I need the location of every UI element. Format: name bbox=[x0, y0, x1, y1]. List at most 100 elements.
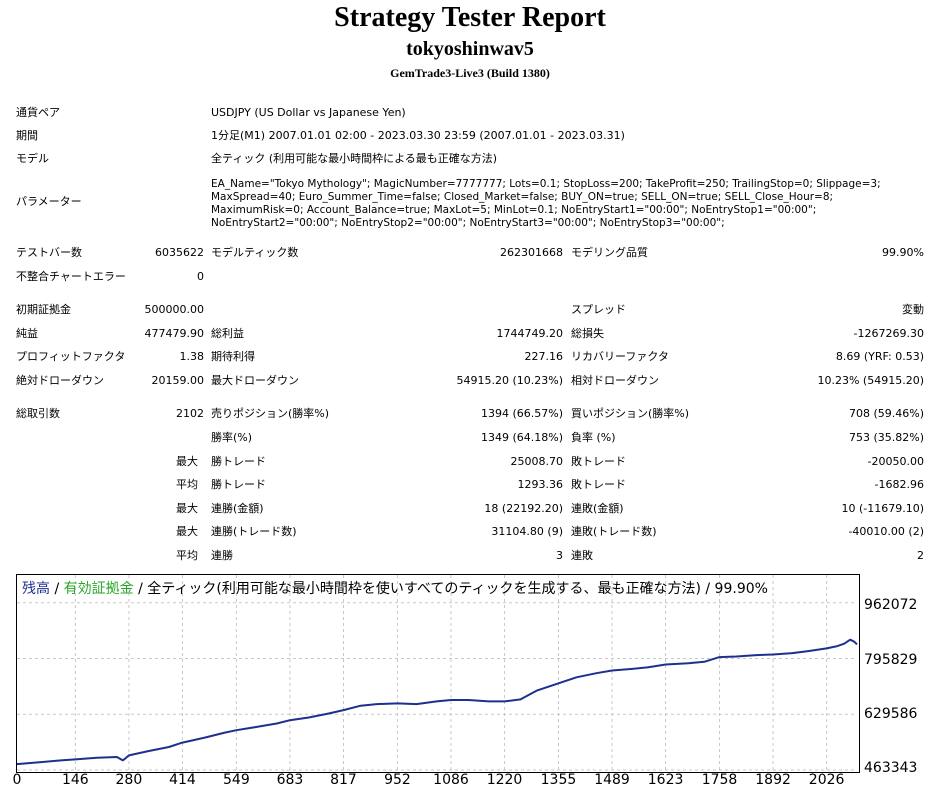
mismatch-label: 不整合チャートエラー bbox=[16, 270, 126, 283]
detail-loss-value: -20050.00 bbox=[867, 455, 924, 468]
net-profit-value: 477479.90 bbox=[144, 327, 205, 340]
x-tick-label: 1086 bbox=[433, 772, 469, 788]
detail-loss-label: 連敗(トレード数) bbox=[571, 525, 657, 538]
gross-profit-label: 総利益 bbox=[211, 327, 244, 340]
x-tick-label: 146 bbox=[61, 772, 89, 788]
profit-factor-label: プロフィットファクタ bbox=[16, 350, 126, 363]
recovery-factor-label: リカバリーファクタ bbox=[571, 350, 669, 363]
report-title: Strategy Tester Report bbox=[334, 2, 606, 33]
long-positions-value: 708 (59.46%) bbox=[848, 407, 924, 420]
legend-separator: / bbox=[50, 581, 64, 597]
model-ticks-label: モデルティック数 bbox=[211, 246, 299, 259]
max-drawdown-value: 54915.20 (10.23%) bbox=[456, 374, 563, 387]
detail-prefix: 最大 bbox=[176, 455, 198, 468]
x-tick-label: 0 bbox=[12, 772, 22, 788]
mismatch-value: 0 bbox=[197, 270, 204, 283]
detail-loss-label: 敗トレード bbox=[571, 478, 626, 491]
legend-balance: 残高 bbox=[22, 581, 50, 597]
test-bars-value: 6035622 bbox=[155, 246, 204, 259]
detail-win-value: 25008.70 bbox=[510, 455, 564, 468]
detail-loss-label: 連敗 bbox=[571, 549, 593, 562]
test-bars-label: テストバー数 bbox=[16, 246, 82, 259]
x-tick-label: 952 bbox=[384, 772, 411, 788]
params-line: MaximumRisk=0; Account_Balance=true; Max… bbox=[211, 204, 817, 216]
recovery-factor-value: 8.69 (YRF: 0.53) bbox=[835, 350, 924, 363]
report-subtitle: tokyoshinwav5 bbox=[406, 38, 534, 60]
build-info: GemTrade3-Live3 (Build 1380) bbox=[390, 66, 550, 80]
y-tick-label: 962072 bbox=[864, 597, 918, 613]
detail-win-value: 3 bbox=[556, 549, 563, 562]
profit-factor-value: 1.38 bbox=[179, 350, 205, 363]
x-tick-label: 1489 bbox=[594, 772, 630, 788]
x-tick-label: 414 bbox=[169, 772, 196, 788]
detail-win-label: 勝トレード bbox=[211, 478, 266, 491]
model-value: 全ティック (利用可能な最小時間枠による最も正確な方法) bbox=[211, 152, 498, 165]
x-tick-label: 2026 bbox=[808, 772, 845, 788]
chart-legend: 残高 / 有効証拠金 / 全ティック(利用可能な最小時間枠を使いすべてのティック… bbox=[22, 578, 768, 598]
legend-equity: 有効証拠金 bbox=[63, 581, 134, 597]
model-ticks-value: 262301668 bbox=[500, 246, 563, 259]
detail-win-label: 連勝(トレード数) bbox=[211, 525, 297, 538]
detail-prefix: 最大 bbox=[176, 525, 198, 538]
short-positions-label: 売りポジション(勝率%) bbox=[211, 407, 330, 420]
y-tick-label: 629586 bbox=[864, 706, 918, 722]
detail-win-value: 18 (22192.20) bbox=[484, 502, 563, 515]
params-label: パラメーター bbox=[16, 195, 82, 208]
y-tick-label: 795829 bbox=[864, 652, 918, 668]
detail-loss-value: -1682.96 bbox=[874, 478, 924, 491]
detail-win-value: 31104.80 (9) bbox=[491, 525, 563, 538]
x-tick-label: 549 bbox=[223, 772, 250, 788]
x-tick-label: 683 bbox=[276, 772, 304, 788]
win-rate-label: 勝率(%) bbox=[211, 431, 253, 444]
quality-value: 99.90% bbox=[882, 246, 924, 259]
loss-rate-value: 753 (35.82%) bbox=[848, 431, 924, 444]
x-tick-label: 280 bbox=[115, 772, 143, 788]
rel-drawdown-value: 10.23% (54915.20) bbox=[817, 374, 924, 387]
x-tick-label: 1355 bbox=[540, 772, 577, 788]
symbol-label: 通貨ペア bbox=[16, 106, 60, 119]
detail-prefix: 最大 bbox=[176, 502, 198, 515]
params-line: EA_Name="Tokyo Mythology"; MagicNumber=7… bbox=[211, 178, 881, 190]
short-positions-value: 1394 (66.57%) bbox=[480, 407, 563, 420]
x-tick-label: 1220 bbox=[486, 772, 523, 788]
spread-value: 変動 bbox=[902, 303, 924, 316]
period-label: 期間 bbox=[16, 129, 38, 142]
expected-payoff-label: 期待利得 bbox=[211, 350, 255, 363]
model-label: モデル bbox=[16, 152, 49, 165]
abs-drawdown-value: 20159.00 bbox=[151, 374, 205, 387]
expected-payoff-value: 227.16 bbox=[524, 350, 564, 363]
detail-win-value: 1293.36 bbox=[517, 478, 564, 491]
detail-prefix: 平均 bbox=[176, 478, 198, 491]
detail-loss-label: 敗トレード bbox=[571, 455, 626, 468]
x-tick-label: 1623 bbox=[647, 772, 684, 788]
detail-loss-label: 連敗(金額) bbox=[571, 502, 624, 515]
x-tick-label: 1892 bbox=[755, 772, 791, 788]
max-drawdown-label: 最大ドローダウン bbox=[211, 374, 299, 387]
loss-rate-label: 負率 (%) bbox=[571, 431, 616, 444]
x-tick-label: 1758 bbox=[701, 772, 738, 788]
detail-win-label: 勝トレード bbox=[211, 455, 266, 468]
gross-loss-value: -1267269.30 bbox=[853, 327, 924, 340]
detail-loss-value: 2 bbox=[917, 549, 924, 562]
params-line: NoEntryStart2="00:00"; NoEntryStop2="00:… bbox=[211, 217, 725, 229]
net-profit-label: 純益 bbox=[16, 327, 38, 340]
symbol-value: USDJPY (US Dollar vs Japanese Yen) bbox=[211, 106, 406, 119]
deposit-label: 初期証拠金 bbox=[16, 303, 71, 316]
detail-win-label: 連勝 bbox=[211, 549, 233, 562]
spread-label: スプレッド bbox=[571, 303, 626, 316]
deposit-value: 500000.00 bbox=[144, 303, 205, 316]
long-positions-label: 買いポジション(勝率%) bbox=[571, 407, 690, 420]
legend-description: / 全ティック(利用可能な最小時間枠を使いすべてのティックを生成する、最も正確な… bbox=[133, 581, 768, 597]
abs-drawdown-label: 絶対ドローダウン bbox=[16, 374, 104, 387]
total-trades-value: 2102 bbox=[176, 407, 204, 420]
gross-loss-label: 総損失 bbox=[571, 327, 604, 340]
detail-win-label: 連勝(金額) bbox=[211, 502, 264, 515]
win-rate-value: 1349 (64.18%) bbox=[480, 431, 563, 444]
period-value: 1分足(M1) 2007.01.01 02:00 - 2023.03.30 23… bbox=[211, 129, 625, 142]
rel-drawdown-label: 相対ドローダウン bbox=[571, 374, 659, 387]
balance-series-line bbox=[16, 638, 858, 766]
quality-label: モデリング品質 bbox=[571, 246, 648, 259]
detail-prefix: 平均 bbox=[176, 549, 198, 562]
detail-loss-value: -40010.00 (2) bbox=[848, 525, 924, 538]
